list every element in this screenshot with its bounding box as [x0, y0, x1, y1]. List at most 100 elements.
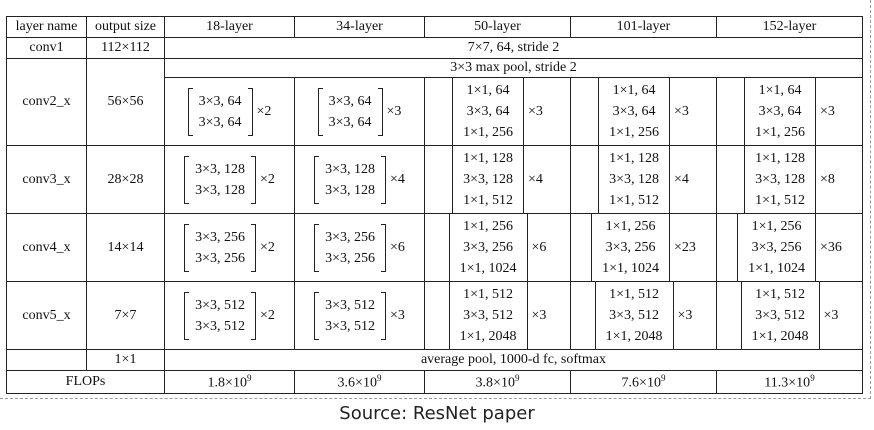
- output-size-cell: 14×14: [86, 213, 165, 282]
- multiplier: ×3: [820, 103, 835, 119]
- flops-value: 3.6×109: [294, 370, 425, 394]
- block-line: 1×1, 512: [755, 193, 805, 208]
- bracket: 1×1, 256 3×3, 256 1×1, 1024: [591, 213, 670, 282]
- bracket: 1×1, 64 3×3, 64 1×1, 256: [744, 77, 816, 146]
- header-row: layer name output size 18-layer 34-layer…: [6, 16, 863, 38]
- bracketed-block: 3×3, 128 3×3, 128 ×4: [314, 155, 405, 204]
- layer-name-cell: [6, 349, 87, 371]
- figure-frame: [0, 0, 871, 399]
- multiplier: ×3: [674, 103, 689, 119]
- block-cell: 3×3, 128 3×3, 128 ×2: [164, 145, 295, 214]
- bracketed-block: 1×1, 64 3×3, 64 1×1, 256 ×3: [452, 77, 543, 146]
- bracketed-block: 3×3, 256 3×3, 256 ×6: [314, 223, 405, 272]
- bracketed-block: 1×1, 128 3×3, 128 1×1, 512 ×4: [598, 145, 689, 214]
- conv1-desc: 7×7, 64, stride 2: [164, 37, 863, 59]
- bracketed-block: 1×1, 64 3×3, 64 1×1, 256 ×3: [744, 77, 835, 146]
- flops-value: 11.3×109: [716, 370, 863, 394]
- bracket: 1×1, 128 3×3, 128 1×1, 512: [452, 145, 524, 214]
- block-cell: 1×1, 128 3×3, 128 1×1, 512 ×4: [424, 145, 571, 214]
- bracket: 1×1, 512 3×3, 512 1×1, 2048: [594, 281, 674, 350]
- block-line: 1×1, 1024: [459, 261, 517, 276]
- bracket: 1×1, 512 3×3, 512 1×1, 2048: [448, 281, 528, 350]
- multiplier: ×4: [528, 171, 543, 187]
- block-cell: 3×3, 64 3×3, 64 ×3: [294, 77, 425, 146]
- block-cell: 1×1, 256 3×3, 256 1×1, 1024 ×23: [570, 213, 717, 282]
- block-line: 1×1, 128: [463, 151, 513, 166]
- layer-name-cell: conv4_x: [6, 213, 87, 282]
- block-line: 1×1, 256: [751, 219, 802, 234]
- block-line: 1×1, 128: [755, 151, 805, 166]
- block-line: 3×3, 128: [325, 161, 375, 177]
- block-cell: 1×1, 64 3×3, 64 1×1, 256 ×3: [716, 77, 863, 146]
- bracket: 1×1, 512 3×3, 512 1×1, 2048: [740, 281, 820, 350]
- flops-value: 3.8×109: [424, 370, 571, 394]
- block-line: 3×3, 64: [328, 93, 372, 109]
- header-50-layer: 50-layer: [424, 16, 571, 38]
- output-size-cell: 112×112: [86, 37, 165, 59]
- header-101-layer: 101-layer: [570, 16, 717, 38]
- avgpool-row: 1×1 average pool, 1000-d fc, softmax: [6, 349, 863, 371]
- block-line: 1×1, 512: [755, 287, 805, 302]
- block-line: 3×3, 512: [755, 308, 805, 323]
- output-size-cell: 28×28: [86, 145, 165, 214]
- block-line: 3×3, 64: [758, 104, 802, 119]
- bracket: 3×3, 256 3×3, 256: [314, 223, 386, 272]
- multiplier: ×3: [823, 307, 839, 323]
- block-cell: 3×3, 256 3×3, 256 ×2: [164, 213, 295, 282]
- multiplier: ×2: [260, 171, 275, 187]
- layer-name-cell: conv2_x: [6, 58, 87, 146]
- block-line: 3×3, 256: [195, 250, 245, 266]
- multiplier: ×3: [386, 103, 402, 119]
- block-cell: 1×1, 128 3×3, 128 1×1, 512 ×4: [570, 145, 717, 214]
- bracket: 1×1, 128 3×3, 128 1×1, 512: [744, 145, 816, 214]
- block-cell: 1×1, 64 3×3, 64 1×1, 256 ×3: [570, 77, 717, 146]
- block-line: 1×1, 512: [463, 193, 513, 208]
- header-layer-name: layer name: [6, 16, 87, 38]
- block-cell: 1×1, 512 3×3, 512 1×1, 2048 ×3: [570, 281, 717, 350]
- bracket: 3×3, 128 3×3, 128: [314, 155, 386, 204]
- block-line: 3×3, 512: [325, 297, 375, 313]
- block-line: 3×3, 64: [612, 104, 656, 119]
- pool-row: conv2_x 56×56 3×3 max pool, stride 2: [6, 58, 863, 146]
- bracketed-block: 1×1, 256 3×3, 256 1×1, 1024 ×36: [737, 213, 842, 282]
- block-cell: 1×1, 256 3×3, 256 1×1, 1024 ×36: [716, 213, 863, 282]
- output-size-cell: 7×7: [86, 281, 165, 350]
- bracket: 3×3, 512 3×3, 512: [314, 291, 386, 340]
- bracketed-block: 1×1, 256 3×3, 256 1×1, 1024 ×23: [591, 213, 696, 282]
- block-line: 1×1, 2048: [459, 329, 517, 344]
- block-line: 3×3, 256: [463, 240, 513, 255]
- block-line: 3×3, 128: [463, 172, 513, 187]
- layer-name-cell: conv1: [6, 37, 87, 59]
- bracketed-block: 3×3, 256 3×3, 256 ×2: [184, 223, 275, 272]
- bracketed-block: 1×1, 64 3×3, 64 1×1, 256 ×3: [598, 77, 689, 146]
- block-line: 1×1, 64: [758, 83, 802, 98]
- block-cell: 3×3, 512 3×3, 512 ×2: [164, 281, 295, 350]
- bracketed-block: 3×3, 64 3×3, 64 ×2: [187, 87, 271, 136]
- source-caption: Source: ResNet paper: [339, 403, 535, 424]
- flops-label: FLOPs: [6, 370, 165, 394]
- multiplier: ×2: [260, 239, 275, 255]
- block-cell: 3×3, 128 3×3, 128 ×4: [294, 145, 425, 214]
- bracketed-block: 1×1, 128 3×3, 128 1×1, 512 ×8: [744, 145, 835, 214]
- block-row: conv4_x 14×14 3×3, 256 3×3, 256 ×2 3×3, 256 3×…: [6, 213, 863, 282]
- block-line: 3×3, 256: [605, 240, 656, 255]
- bracketed-block: 1×1, 128 3×3, 128 1×1, 512 ×4: [452, 145, 543, 214]
- block-row: conv5_x 7×7 3×3, 512 3×3, 512 ×2 3×3, 512 3×3,…: [6, 281, 863, 350]
- bracketed-block: 3×3, 64 3×3, 64 ×3: [317, 87, 402, 136]
- block-line: 3×3, 512: [463, 308, 513, 323]
- bracket: 3×3, 512 3×3, 512: [184, 291, 256, 340]
- bracket: 3×3, 64 3×3, 64: [317, 87, 383, 136]
- block-line: 1×1, 256: [609, 125, 659, 140]
- block-line: 3×3, 512: [195, 318, 245, 334]
- block-line: 1×1, 256: [463, 219, 513, 234]
- bracketed-block: 3×3, 512 3×3, 512 ×3: [314, 291, 405, 340]
- multiplier: ×2: [260, 307, 275, 323]
- block-line: 1×1, 64: [466, 83, 510, 98]
- block-line: 1×1, 256: [463, 125, 513, 140]
- block-line: 1×1, 256: [755, 125, 805, 140]
- block-cell: 3×3, 256 3×3, 256 ×6: [294, 213, 425, 282]
- block-cell: 1×1, 256 3×3, 256 1×1, 1024 ×6: [424, 213, 571, 282]
- block-line: 3×3, 128: [195, 182, 245, 198]
- multiplier: ×3: [390, 307, 405, 323]
- block-line: 3×3, 512: [195, 297, 245, 313]
